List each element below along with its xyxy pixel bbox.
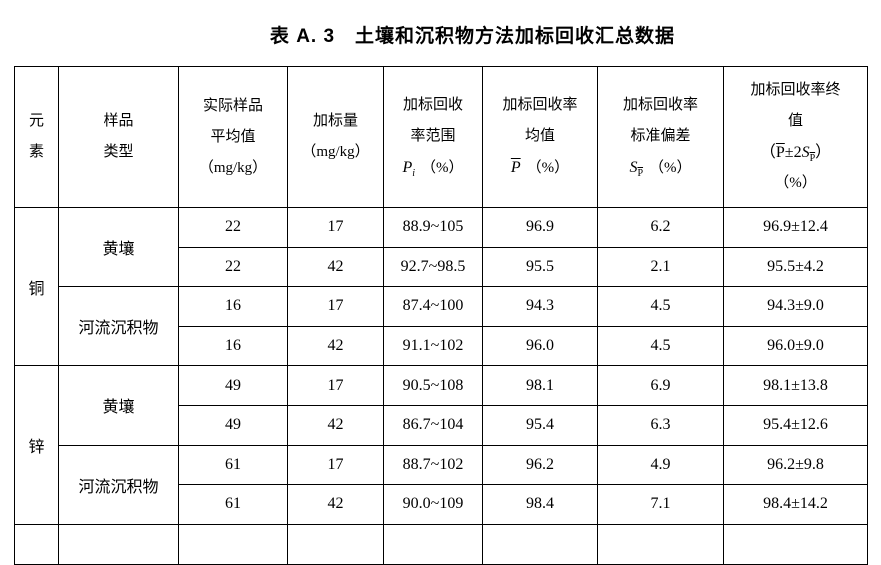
header-sample-type-line2: 类型 xyxy=(103,144,134,160)
table-row: 16 42 91.1~102 96.0 4.5 96.0±9.0 xyxy=(15,325,868,367)
header-actual-avg: 实际样品 平均值 （mg/kg） xyxy=(178,66,288,208)
range-cell: 86.7~104 xyxy=(383,404,483,446)
symbol-Pbar: P （%） xyxy=(510,159,570,176)
header-sample-type-line1: 样品 xyxy=(103,113,134,129)
sd-cell: 6.3 xyxy=(597,404,724,446)
final-cell: 96.2±9.8 xyxy=(723,444,868,486)
range-cell: 87.4~100 xyxy=(383,286,483,327)
final-cell: 96.9±12.4 xyxy=(723,207,868,248)
empty-cell xyxy=(178,523,288,565)
table-row: 河流沉积物 61 17 88.7~102 96.2 4.9 96.2±9.8 xyxy=(15,444,868,525)
empty-cell xyxy=(723,523,868,565)
mean-cell: 95.4 xyxy=(482,404,598,446)
empty-cell xyxy=(383,523,483,565)
empty-cell xyxy=(597,523,724,565)
sd-cell: 4.5 xyxy=(597,286,724,327)
header-sample-type: 样品 类型 xyxy=(58,66,179,208)
sd-cell: 4.5 xyxy=(597,325,724,367)
spike-cell: 42 xyxy=(287,246,384,288)
mean-cell: 94.3 xyxy=(482,286,598,327)
final-cell: 94.3±9.0 xyxy=(723,286,868,327)
final-unit: （%） xyxy=(774,175,817,191)
mean-cell: 98.1 xyxy=(482,365,598,406)
range-cell: 91.1~102 xyxy=(383,325,483,367)
spike-cell: 42 xyxy=(287,404,384,446)
sd-cell: 7.1 xyxy=(597,484,724,525)
header-element-line1: 元 xyxy=(28,113,44,129)
final-cell: 98.1±13.8 xyxy=(723,365,868,406)
header-recovery-mean: 加标回收率 均值 P （%） xyxy=(482,66,598,208)
mean-cell: 96.0 xyxy=(482,325,598,367)
spike-cell: 17 xyxy=(287,365,384,406)
mean-cell: 95.5 xyxy=(482,246,598,288)
avg-cell: 49 xyxy=(178,365,288,406)
range-cell: 88.7~102 xyxy=(383,444,483,486)
avg-cell: 16 xyxy=(178,325,288,367)
avg-cell: 16 xyxy=(178,286,288,327)
avg-cell: 22 xyxy=(178,246,288,288)
empty-cell xyxy=(482,523,598,565)
header-recovery-sd: 加标回收率 标准偏差 SP （%） xyxy=(597,66,724,208)
clipped-next-row xyxy=(14,523,868,565)
sample-type-cell: 黄壤 xyxy=(58,206,179,288)
avg-cell: 61 xyxy=(178,484,288,525)
recovery-summary-table: 元 素 样品 类型 实际样品 平均值 （mg/kg） 加标量 （mg/kg） 加… xyxy=(14,66,868,565)
mean-cell: 96.2 xyxy=(482,444,598,486)
element-cell: 铜 xyxy=(14,206,59,367)
avg-cell: 49 xyxy=(178,404,288,446)
spike-cell: 42 xyxy=(287,484,384,525)
symbol-Pi: Pi （%） xyxy=(402,159,464,180)
range-cell: 88.9~105 xyxy=(383,207,483,248)
range-cell: 92.7~98.5 xyxy=(383,246,483,288)
sd-cell: 6.2 xyxy=(597,207,724,248)
page-title: 表 A. 3 土壤和沉积物方法加标回收汇总数据 xyxy=(269,26,676,47)
spike-cell: 17 xyxy=(287,444,384,486)
table-row: 22 42 92.7~98.5 95.5 2.1 95.5±4.2 xyxy=(15,246,868,288)
sd-cell: 2.1 xyxy=(597,246,724,288)
sample-type-cell: 黄壤 xyxy=(58,365,179,446)
range-cell: 90.5~108 xyxy=(383,365,483,406)
symbol-final-expression: （P±2SP） xyxy=(759,144,832,165)
table-row: 49 42 86.7~104 95.4 6.3 95.4±12.6 xyxy=(15,404,868,446)
symbol-S-Pbar: SP （%） xyxy=(629,159,692,180)
final-cell: 96.0±9.0 xyxy=(723,325,868,367)
table-row: 61 42 90.0~109 98.4 7.1 98.4±14.2 xyxy=(15,484,868,525)
header-recovery-final: 加标回收率终 值 （P±2SP） （%） xyxy=(723,66,868,208)
sd-cell: 6.9 xyxy=(597,365,724,406)
final-cell: 98.4±14.2 xyxy=(723,484,868,525)
spike-cell: 17 xyxy=(287,207,384,248)
sample-type-cell: 河流沉积物 xyxy=(58,286,179,367)
empty-cell xyxy=(287,523,384,565)
table-row: 锌 黄壤 49 17 90.5~108 98.1 6.9 98.1±13.8 xyxy=(14,365,868,525)
empty-cell xyxy=(14,523,59,565)
mean-cell: 98.4 xyxy=(482,484,598,525)
mean-cell: 96.9 xyxy=(482,207,598,248)
avg-cell: 61 xyxy=(178,444,288,486)
header-spike-amount: 加标量 （mg/kg） xyxy=(287,66,384,208)
spike-cell: 17 xyxy=(287,286,384,327)
sd-cell: 4.9 xyxy=(597,444,724,486)
header-element: 元 素 xyxy=(14,66,59,208)
header-element-line2: 素 xyxy=(28,144,44,160)
sample-type-cell: 河流沉积物 xyxy=(58,444,179,525)
header-recovery-range: 加标回收 率范围 Pi （%） xyxy=(383,66,483,208)
final-cell: 95.5±4.2 xyxy=(723,246,868,288)
element-cell: 锌 xyxy=(14,365,59,525)
table-row: 铜 黄壤 22 17 88.9~105 96.9 6.2 96.9±12.4 xyxy=(14,206,868,367)
header-row: 元 素 样品 类型 实际样品 平均值 （mg/kg） 加标量 （mg/kg） 加… xyxy=(14,66,868,208)
spike-cell: 42 xyxy=(287,325,384,367)
final-cell: 95.4±12.6 xyxy=(723,404,868,446)
range-cell: 90.0~109 xyxy=(383,484,483,525)
table-row: 河流沉积物 16 17 87.4~100 94.3 4.5 94.3±9.0 xyxy=(15,286,868,367)
avg-cell: 22 xyxy=(178,207,288,248)
empty-cell xyxy=(58,523,179,565)
